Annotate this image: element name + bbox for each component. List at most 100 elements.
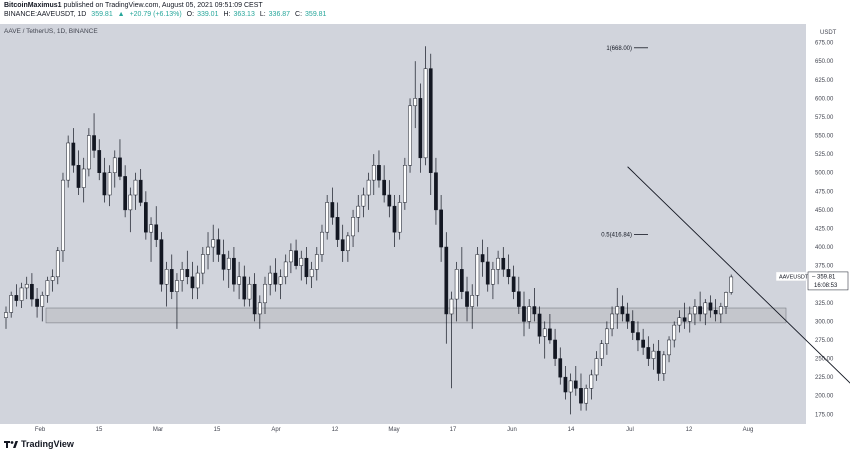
close-value: 359.81 [305,11,327,18]
tradingview-logo[interactable]: TradingView [4,439,74,449]
candle-body [480,254,485,263]
candle-body [76,165,81,188]
y-tick-label: 575.00 [815,115,834,121]
y-tick-label: 275.00 [815,338,834,344]
candle-body [459,269,464,292]
x-tick-label: Aug [743,427,754,433]
candle-body [610,313,614,330]
candle-body [516,291,521,307]
candle-body [511,276,516,292]
candle-body [144,202,148,233]
candle-body [61,179,65,252]
candle-body [682,317,687,322]
candle-body [620,306,625,315]
candle-body [309,269,314,278]
x-tick-label: Mar [153,427,163,433]
x-tick-label: 12 [686,427,693,433]
candle-body [185,269,190,278]
candle-body [299,257,304,266]
candle-body [656,350,661,374]
y-tick-label: 525.00 [815,152,834,158]
publisher-name[interactable]: BitcoinMaximus1 [4,2,62,9]
candle-body [454,269,459,300]
candle-body [55,250,60,278]
fib-level-label: 1(668.00) [606,46,632,52]
candle-body [138,179,143,203]
candle-body [45,280,50,296]
candle-body [335,217,340,240]
candle-body [206,246,210,255]
candle-body [232,257,236,285]
candle-body [667,339,671,356]
candle-body [605,328,609,344]
chart-plot-area[interactable] [0,24,806,424]
candle-body [687,313,692,322]
candle-body [97,150,102,173]
y-tick-label: 550.00 [815,134,834,140]
candle-body [325,202,330,233]
x-tick-label: May [388,427,399,433]
y-tick-label: 175.00 [815,412,834,418]
candle-body [615,306,620,315]
candle-body [392,205,397,233]
candle-body [729,276,734,293]
candle-body [672,324,677,341]
candle-body [24,283,29,289]
candle-body [594,358,599,376]
y-tick-label: 200.00 [815,394,834,400]
footer [0,436,850,453]
candle-body [646,347,651,359]
candle-body [636,332,640,341]
candle-body [169,269,174,292]
y-tick-label: 500.00 [815,171,834,177]
time-axis[interactable] [0,424,806,436]
candle-body [522,306,526,322]
last-price: 359.81 [91,11,113,18]
candle-body [718,306,723,315]
candle-body [708,302,713,311]
symbol-tag-label: AAVEUSDT [779,275,809,281]
candle-body [532,306,537,315]
descending-trendline [627,166,850,384]
candle-body [553,339,557,359]
candle-body [693,306,697,315]
candle-body [568,380,573,393]
candle-body [118,157,122,177]
candle-body [403,165,407,203]
y-tick-label: 450.00 [815,208,834,214]
tradingview-logo-text: TradingView [21,439,74,449]
candle-body [154,224,159,240]
candle-body [14,295,19,301]
candle-body [346,235,350,252]
candle-body [382,179,386,196]
candle-body [200,254,205,274]
candle-body [563,376,568,393]
price-axis[interactable] [806,24,850,424]
low-label: L: [259,11,266,18]
x-tick-label: Feb [35,427,46,433]
y-tick-label: 375.00 [815,264,834,270]
candle-body [465,291,469,307]
y-unit-label: USDT [820,30,837,36]
candle-body [92,135,96,151]
candle-body [418,98,423,159]
high-label: H: [223,11,231,18]
fib-level-label: 0.5(416.84) [601,233,632,239]
candle-body [40,295,45,307]
candle-body [428,68,433,173]
candle-body [149,224,153,233]
support-zone [45,307,787,324]
candle-body [662,354,666,374]
candle-body [123,176,127,211]
candle-body [677,317,682,326]
x-tick-label: Jun [507,427,517,433]
tradingview-logo-icon [4,440,18,448]
candle-body [268,272,273,285]
candle-body [294,250,298,266]
candle-body [175,280,179,292]
candle-body [397,202,402,233]
candle-body [159,239,164,285]
candle-body [485,261,490,285]
bar-countdown: 16:08:53 [814,283,838,289]
